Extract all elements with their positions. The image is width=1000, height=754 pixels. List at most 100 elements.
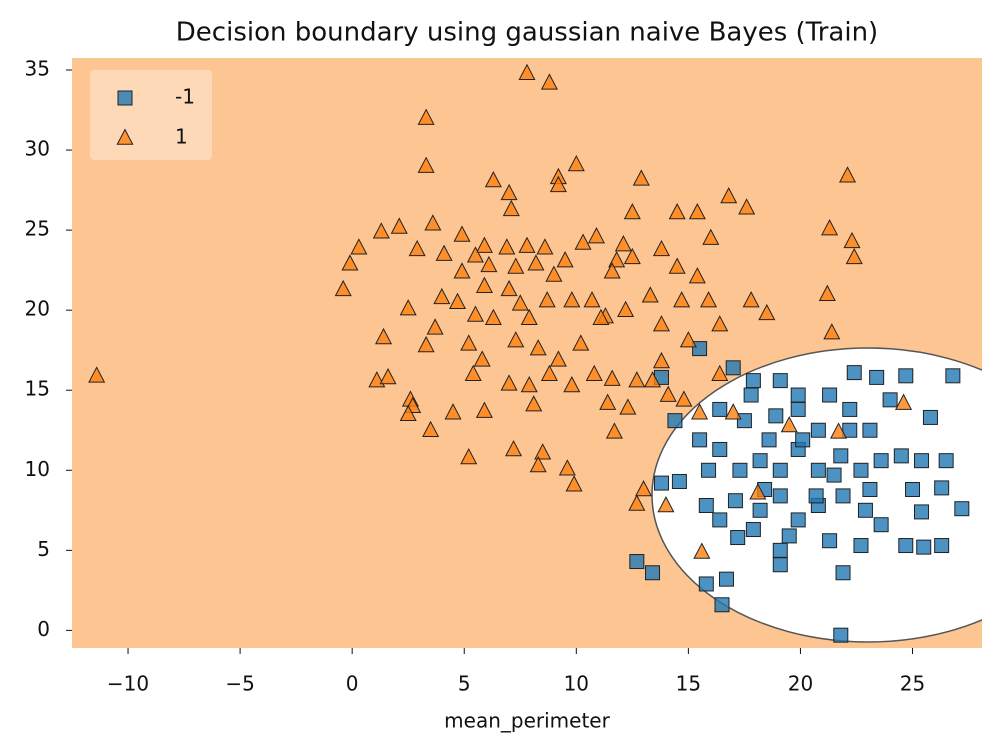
data-point [653, 475, 669, 491]
data-point [498, 238, 516, 255]
data-point [466, 305, 484, 322]
data-point [790, 512, 806, 528]
data-point [790, 401, 806, 417]
data-point [599, 393, 617, 410]
x-tick-label: −5 [225, 672, 254, 696]
data-point [390, 217, 408, 234]
y-tick-label: 25 [25, 217, 50, 241]
data-point [511, 294, 529, 311]
data-point [738, 198, 756, 215]
data-point [529, 455, 547, 473]
data-point [605, 422, 623, 439]
data-point [772, 462, 788, 478]
data-point [862, 481, 878, 497]
data-point [934, 538, 950, 554]
data-point [730, 530, 746, 546]
legend: -1 1 [90, 70, 212, 160]
data-point [507, 331, 525, 348]
data-point [617, 300, 635, 317]
data-point [529, 339, 547, 356]
legend-label: 1 [175, 125, 188, 149]
data-point [435, 244, 453, 261]
data-point [873, 517, 889, 533]
data-point [752, 502, 768, 518]
data-point [334, 279, 352, 297]
data-point [592, 308, 610, 325]
data-point [895, 393, 913, 410]
data-point [823, 323, 841, 340]
data-point [732, 462, 748, 478]
data-point [857, 502, 873, 518]
data-point [614, 235, 632, 252]
data-point [417, 108, 435, 125]
data-point [702, 228, 720, 245]
data-point [671, 473, 687, 489]
data-point [574, 233, 592, 250]
data-point [603, 369, 621, 386]
data-point [643, 371, 662, 388]
data-point [565, 475, 583, 492]
data-point [619, 398, 637, 415]
data-point [545, 265, 563, 282]
data-point [623, 247, 641, 265]
data-point [869, 369, 885, 385]
data-point [379, 367, 397, 385]
data-point [475, 236, 493, 253]
data-point [473, 350, 491, 367]
data-point [536, 238, 554, 255]
data-point [752, 453, 768, 469]
legend-box [90, 70, 212, 160]
data-point [659, 385, 677, 402]
data-point [505, 439, 523, 457]
data-point [711, 315, 729, 332]
data-point [652, 239, 671, 257]
data-point [780, 415, 798, 433]
data-point [475, 276, 493, 293]
data-point [350, 238, 368, 255]
data-point [372, 222, 390, 239]
data-point [549, 350, 567, 367]
x-tick-label: 15 [676, 672, 701, 696]
data-point [518, 63, 536, 81]
data-point [679, 331, 697, 348]
data-point [862, 422, 878, 438]
data-point [700, 291, 718, 308]
data-point [399, 404, 417, 422]
data-point [572, 334, 590, 351]
data-point [525, 395, 543, 412]
data-point [898, 538, 914, 554]
data-point [507, 257, 525, 274]
chart-title: Decision boundary using gaussian naive B… [176, 18, 878, 48]
data-point [736, 413, 752, 429]
data-point [657, 496, 675, 513]
y-tick-label: 5 [37, 537, 50, 561]
data-point [558, 459, 576, 476]
data-point [693, 542, 711, 559]
data-point [433, 287, 451, 305]
data-point [583, 291, 601, 308]
data-point [88, 366, 106, 383]
data-point [913, 504, 929, 520]
data-point [608, 251, 626, 268]
data-point [772, 488, 788, 504]
data-point [742, 291, 760, 308]
data-point [712, 512, 728, 528]
data-point [772, 557, 788, 573]
data-point [527, 254, 545, 271]
data-point [417, 156, 435, 173]
data-point [743, 387, 759, 403]
data-point [628, 494, 646, 511]
data-point [641, 286, 659, 303]
x-tick-label: 20 [788, 672, 813, 696]
data-point [556, 251, 574, 268]
legend-marker [117, 90, 133, 106]
data-point [761, 432, 777, 448]
data-point [534, 443, 552, 460]
data-point [843, 231, 861, 249]
legend-marker [116, 128, 134, 145]
data-point [954, 501, 970, 517]
data-point [898, 368, 914, 384]
data-point [882, 392, 898, 408]
data-point [500, 374, 518, 391]
data-point [520, 308, 538, 325]
